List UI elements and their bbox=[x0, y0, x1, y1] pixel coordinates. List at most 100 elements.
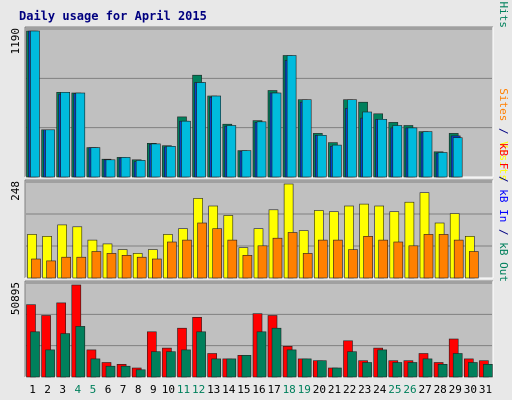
bar-pages-day-26 bbox=[407, 127, 418, 178]
x-tick-label: 18 bbox=[283, 383, 296, 396]
bar-pages-day-20 bbox=[316, 135, 327, 178]
bar-sites-day-22 bbox=[348, 249, 358, 279]
x-tick-label: 28 bbox=[434, 383, 447, 396]
x-tick-label: 7 bbox=[120, 383, 127, 396]
bar-pages-day-18 bbox=[286, 55, 297, 178]
y-max-label: 248 bbox=[9, 181, 22, 201]
bar-kb-out-day-13 bbox=[211, 358, 221, 378]
x-tick-label: 9 bbox=[150, 383, 157, 396]
bar-pages-day-3 bbox=[60, 92, 71, 178]
bar-kb-out-day-27 bbox=[422, 358, 433, 378]
bar-kb-out-day-22 bbox=[347, 351, 357, 378]
x-tick-label: 17 bbox=[267, 383, 280, 396]
panel-visits: 248 Sites / Visits bbox=[9, 88, 510, 279]
bar-sites-day-13 bbox=[212, 228, 222, 279]
bar-pages-day-16 bbox=[256, 121, 267, 178]
x-tick-label: 21 bbox=[328, 383, 341, 396]
x-tick-label: 23 bbox=[358, 383, 371, 396]
bar-pages-day-19 bbox=[301, 99, 312, 178]
x-tick-label: 29 bbox=[449, 383, 462, 396]
bar-kb-out-day-7 bbox=[120, 365, 131, 378]
bar-sites-day-20 bbox=[317, 239, 328, 279]
bar-sites-day-25 bbox=[393, 241, 404, 279]
bar-kb-out-day-23 bbox=[362, 362, 372, 378]
y-max-label: 1190 bbox=[9, 28, 22, 55]
x-tick-label: 15 bbox=[237, 383, 250, 396]
bar-kb-out-day-24 bbox=[377, 349, 388, 378]
bar-kb-out-day-2 bbox=[45, 349, 55, 378]
bar-sites-day-7 bbox=[121, 255, 132, 279]
bar-sites-day-12 bbox=[197, 222, 207, 279]
bar-sites-day-8 bbox=[136, 256, 147, 279]
bar-kb-out-day-4 bbox=[75, 326, 86, 378]
bar-sites-day-6 bbox=[106, 253, 117, 279]
bar-sites-day-10 bbox=[167, 241, 177, 279]
bar-kb-out-day-10 bbox=[166, 351, 176, 378]
bar-pages-day-9 bbox=[151, 143, 161, 178]
x-tick-label: 20 bbox=[313, 383, 326, 396]
bar-pages-day-23 bbox=[362, 111, 372, 178]
x-tick-label: 14 bbox=[222, 383, 236, 396]
x-axis: 1 2 3 4 5 6 7 8 9 10 11 12 13 14 15 16 17 18 19 20 21 22 23 24 2… bbox=[29, 383, 492, 396]
legend-entry: Sites bbox=[497, 88, 510, 121]
chart-title: Daily usage for April 2015 bbox=[19, 9, 207, 23]
bar-pages-day-14 bbox=[226, 125, 237, 178]
bar-pages-day-6 bbox=[105, 159, 116, 178]
bar-sites-day-21 bbox=[333, 239, 343, 279]
bar-pages-day-13 bbox=[211, 95, 221, 178]
x-tick-label: 2 bbox=[44, 383, 51, 396]
bar-pages-day-11 bbox=[181, 120, 191, 178]
bar-pages-day-10 bbox=[166, 146, 176, 178]
bar-sites-day-1 bbox=[31, 258, 41, 279]
bar-kb-out-day-18 bbox=[286, 349, 297, 378]
y-max-label: 50895 bbox=[9, 282, 22, 315]
x-tick-label: 5 bbox=[90, 383, 97, 396]
legend-entry: Hits bbox=[497, 2, 510, 29]
bar-pages-day-22 bbox=[347, 99, 357, 178]
x-tick-label: 30 bbox=[464, 383, 477, 396]
bar-sites-day-9 bbox=[152, 258, 162, 279]
bar-sites-day-15 bbox=[242, 255, 253, 279]
x-tick-label: 24 bbox=[373, 383, 387, 396]
bar-sites-day-3 bbox=[61, 256, 72, 279]
x-tick-label: 22 bbox=[343, 383, 356, 396]
legend-entry: Visits bbox=[497, 141, 510, 181]
bar-pages-day-8 bbox=[135, 160, 146, 178]
legend-entry: kB Out bbox=[497, 242, 510, 282]
bar-kb-out-day-29 bbox=[452, 353, 463, 378]
bar-pages-day-21 bbox=[332, 144, 342, 178]
x-tick-label: 1 bbox=[29, 383, 36, 396]
series-legend: Pages / Files / Hits bbox=[497, 0, 510, 28]
legend-entry: / bbox=[497, 169, 510, 189]
bar-pages-day-25 bbox=[392, 125, 403, 178]
bar-kb-out-day-14 bbox=[226, 358, 237, 378]
legend-entry: kB F bbox=[497, 143, 510, 170]
bar-pages-day-12 bbox=[196, 82, 206, 178]
bar-sites-day-23 bbox=[363, 236, 373, 279]
bar-kb-out-day-30 bbox=[467, 362, 478, 378]
bar-pages-day-2 bbox=[45, 129, 55, 178]
bar-kb-out-day-9 bbox=[151, 351, 161, 378]
bar-sites-day-14 bbox=[227, 239, 238, 279]
bar-kb-out-day-8 bbox=[135, 369, 146, 378]
panel-requests: 1190 Pages / Files / Hits bbox=[9, 0, 510, 178]
x-tick-label: 11 bbox=[177, 383, 190, 396]
bar-pages-day-24 bbox=[377, 119, 388, 178]
x-tick-label: 19 bbox=[298, 383, 311, 396]
legend-entry: / bbox=[497, 121, 510, 141]
bar-kb-out-day-6 bbox=[105, 365, 116, 378]
bar-sites-day-29 bbox=[453, 239, 464, 279]
bar-pages-day-7 bbox=[120, 157, 131, 178]
bar-pages-day-4 bbox=[75, 92, 86, 178]
bar-kb-out-day-28 bbox=[437, 363, 448, 378]
bar-pages-day-15 bbox=[241, 150, 252, 178]
bar-sites-day-26 bbox=[408, 245, 419, 279]
x-tick-label: 3 bbox=[59, 383, 66, 396]
legend-entry: / bbox=[497, 0, 510, 2]
bar-kb-out-day-20 bbox=[316, 360, 327, 378]
bar-sites-day-4 bbox=[76, 256, 87, 279]
x-tick-label: 31 bbox=[479, 383, 492, 396]
x-tick-label: 16 bbox=[252, 383, 265, 396]
x-tick-label: 12 bbox=[192, 383, 205, 396]
